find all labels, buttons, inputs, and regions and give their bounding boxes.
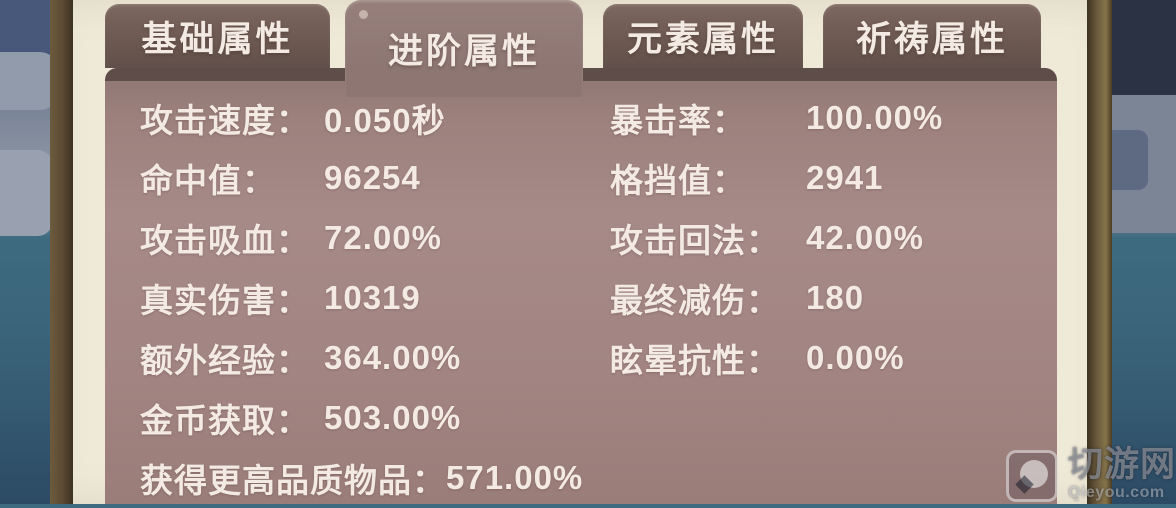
attributes-panel: 攻击速度： 0.050秒 命中值： 96254 攻击吸血： 72.00% 真实伤…	[105, 0, 1057, 504]
stat-label: 攻击回法：	[610, 222, 780, 259]
tab-basic-attributes[interactable]: 基础属性	[105, 4, 330, 68]
stat-label: 格挡值：	[610, 162, 746, 199]
cloud-art	[0, 52, 58, 110]
stat-row-crit-rate: 暴击率： 100.00%	[610, 88, 943, 148]
stat-row-attack-speed: 攻击速度： 0.050秒	[140, 88, 583, 148]
stats-column-left: 攻击速度： 0.050秒 命中值： 96254 攻击吸血： 72.00% 真实伤…	[140, 88, 583, 508]
qieyou-logo-icon	[1006, 450, 1058, 502]
stat-label: 最终减伤：	[610, 282, 780, 319]
stat-label: 命中值：	[140, 162, 276, 199]
stat-value: 96254	[324, 159, 421, 196]
watermark-text: 切游网 Qieyou.com	[1068, 446, 1176, 502]
stat-value: 364.00%	[324, 339, 462, 376]
stat-label: 额外经验：	[140, 342, 310, 379]
stat-label: 攻击速度：	[140, 102, 310, 139]
watermark-site-url: Qieyou.com	[1068, 484, 1165, 501]
stat-value: 503.00%	[324, 399, 462, 436]
stats-column-right: 暴击率： 100.00% 格挡值： 2941 攻击回法： 42.00% 最终减伤…	[610, 88, 943, 388]
stat-row-block-value: 格挡值： 2941	[610, 148, 943, 208]
tab-label: 元素属性	[626, 19, 779, 59]
tab-label: 基础属性	[141, 19, 294, 59]
tab-element-attributes[interactable]: 元素属性	[603, 4, 803, 68]
stat-row-higher-quality-items: 获得更高品质物品： 571.00%	[140, 448, 583, 508]
stat-row-attack-lifesteal: 攻击吸血： 72.00%	[140, 208, 583, 268]
stat-row-final-damage-reduction: 最终减伤： 180	[610, 268, 943, 328]
tab-label: 祈祷属性	[855, 19, 1008, 59]
stat-row-extra-exp: 额外经验： 364.00%	[140, 328, 583, 388]
stat-value: 0.050秒	[324, 102, 446, 139]
stat-label: 真实伤害：	[140, 282, 310, 319]
tab-label: 进阶属性	[387, 32, 540, 71]
stat-label: 攻击吸血：	[140, 222, 310, 259]
stat-value: 0.00%	[806, 339, 905, 376]
stat-value: 42.00%	[806, 219, 924, 256]
watermark-site-name: 切游网	[1068, 445, 1176, 484]
cloud-art	[0, 0, 56, 58]
attributes-panel-body: 攻击速度： 0.050秒 命中值： 96254 攻击吸血： 72.00% 真实伤…	[105, 68, 1057, 504]
stat-value: 100.00%	[806, 99, 944, 136]
tab-prayer-attributes[interactable]: 祈祷属性	[823, 4, 1041, 68]
watermark: 切游网 Qieyou.com	[1006, 446, 1176, 502]
stat-label: 眩晕抗性：	[610, 342, 780, 379]
stat-label: 金币获取：	[140, 402, 310, 439]
panel-wood-border-left	[50, 0, 73, 504]
cloud-art	[0, 150, 52, 236]
stat-value: 10319	[324, 279, 421, 316]
panel-wood-border-right	[1087, 0, 1112, 504]
stat-row-hit-value: 命中值： 96254	[140, 148, 583, 208]
stat-value: 72.00%	[324, 219, 442, 256]
stat-value: 571.00%	[446, 459, 584, 496]
stat-row-gold-gain: 金币获取： 503.00%	[140, 388, 583, 448]
stat-value: 2941	[806, 159, 884, 196]
stat-row-true-damage: 真实伤害： 10319	[140, 268, 583, 328]
stat-label: 暴击率：	[610, 102, 746, 139]
stat-row-mana-on-attack: 攻击回法： 42.00%	[610, 208, 943, 268]
stat-value: 180	[806, 279, 865, 316]
stat-label: 获得更高品质物品：	[140, 462, 446, 499]
stat-row-stun-resistance: 眩晕抗性： 0.00%	[610, 328, 943, 388]
tab-advanced-attributes[interactable]: 进阶属性	[345, 0, 583, 97]
